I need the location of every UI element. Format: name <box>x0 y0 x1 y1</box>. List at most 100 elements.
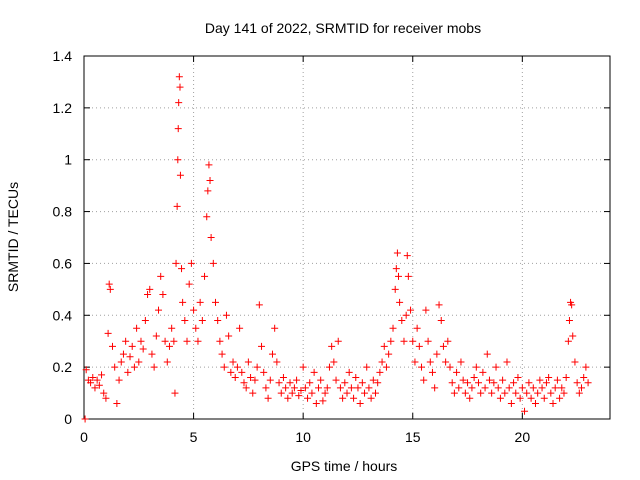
x-tick-label: 10 <box>295 429 311 445</box>
data-point <box>275 379 283 387</box>
data-point <box>413 324 421 332</box>
data-points <box>81 73 592 423</box>
data-point <box>560 389 568 397</box>
data-point <box>196 298 204 306</box>
data-point <box>317 376 325 384</box>
data-point <box>437 316 445 324</box>
data-point <box>514 374 522 382</box>
data-point <box>345 368 353 376</box>
data-point <box>499 376 507 384</box>
data-point <box>470 374 478 382</box>
data-point <box>290 384 298 392</box>
data-point <box>531 399 539 407</box>
data-point <box>168 324 176 332</box>
data-point <box>571 358 579 366</box>
data-point <box>161 337 169 345</box>
data-point <box>575 389 583 397</box>
data-point <box>424 337 432 345</box>
data-point <box>286 379 294 387</box>
data-point <box>282 384 290 392</box>
data-point <box>347 384 355 392</box>
data-point <box>170 337 178 345</box>
data-point <box>545 374 553 382</box>
data-point <box>396 298 404 306</box>
data-point <box>558 384 566 392</box>
data-point <box>534 389 542 397</box>
data-point <box>420 376 428 384</box>
data-point <box>510 379 518 387</box>
x-tick-label: 20 <box>515 429 531 445</box>
data-point <box>323 384 331 392</box>
data-point <box>481 384 489 392</box>
data-point <box>264 394 272 402</box>
data-point <box>212 298 219 306</box>
data-point <box>490 379 498 387</box>
data-point <box>105 280 113 288</box>
data-point <box>227 368 235 376</box>
data-point <box>236 324 244 332</box>
data-point <box>385 350 393 358</box>
data-point <box>459 376 467 384</box>
data-point <box>352 374 360 382</box>
data-point <box>492 363 500 371</box>
data-point <box>141 316 149 324</box>
data-point <box>551 384 559 392</box>
data-point <box>428 368 436 376</box>
x-tick-label: 5 <box>190 429 198 445</box>
data-point <box>242 384 250 392</box>
y-axis: 0 0.2 0.4 0.6 0.8 1 1.2 1.4 <box>53 48 610 427</box>
data-point <box>247 374 255 382</box>
data-point <box>512 389 520 397</box>
data-point <box>260 368 268 376</box>
data-point <box>304 394 312 402</box>
data-point <box>404 272 412 280</box>
data-point <box>521 407 529 415</box>
data-point <box>100 389 108 397</box>
data-point <box>229 358 237 366</box>
data-point <box>146 285 154 293</box>
plot-frame <box>83 55 611 420</box>
data-point <box>179 298 187 306</box>
data-point <box>279 374 287 382</box>
data-point <box>461 389 469 397</box>
data-point <box>218 350 226 358</box>
data-point <box>262 384 270 392</box>
data-point <box>113 399 121 407</box>
data-point <box>93 376 101 384</box>
data-point <box>178 265 186 273</box>
data-point <box>271 324 279 332</box>
data-point <box>165 342 173 350</box>
data-point <box>251 376 259 384</box>
data-point <box>321 389 329 397</box>
data-point <box>258 342 266 350</box>
data-point <box>389 324 397 332</box>
data-point <box>569 332 577 340</box>
data-point <box>556 394 564 402</box>
data-point <box>371 389 379 397</box>
data-point <box>139 345 147 353</box>
data-point <box>446 363 454 371</box>
data-point <box>444 337 452 345</box>
x-axis: 0 5 10 15 20 <box>80 56 530 445</box>
grid-lines <box>84 56 610 419</box>
data-point <box>126 353 134 361</box>
data-point <box>398 316 406 324</box>
data-point <box>369 376 377 384</box>
data-point <box>507 399 515 407</box>
data-point <box>319 397 327 405</box>
data-point <box>284 394 292 402</box>
data-point <box>102 394 110 402</box>
data-point <box>104 329 112 337</box>
data-point <box>225 332 233 340</box>
data-point <box>407 306 415 314</box>
data-point <box>453 368 461 376</box>
data-point <box>403 252 411 260</box>
data-point <box>176 171 184 179</box>
data-point <box>565 316 573 324</box>
data-point <box>448 379 456 387</box>
data-point <box>472 363 480 371</box>
data-point <box>203 213 211 221</box>
data-point <box>393 249 401 257</box>
data-point <box>328 342 336 350</box>
data-point <box>194 337 202 345</box>
